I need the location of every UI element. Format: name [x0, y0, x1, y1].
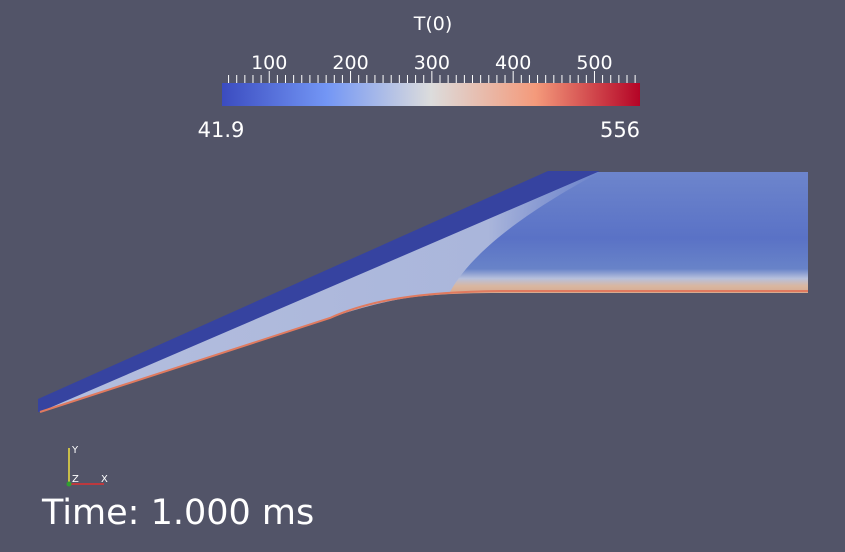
z-axis-label: Z: [72, 474, 79, 485]
colorbar-tick-label: 200: [332, 52, 368, 74]
core-flow-region: [40, 172, 600, 412]
colorbar-tick-label: 500: [576, 52, 612, 74]
colorbar-max-label: 556: [600, 118, 640, 142]
colorbar-tick-label: 400: [495, 52, 531, 74]
colorbar-tick-label: 100: [251, 52, 287, 74]
colorbar-min-label: 41.9: [198, 118, 245, 142]
time-annotation: Time: 1.000 ms: [41, 493, 314, 533]
colorbar-gradient: [222, 83, 640, 106]
upper-cold-layer: [38, 171, 600, 412]
colorbar-tick-label: 300: [414, 52, 450, 74]
colorbar: T(0) 100 200 300 400 500 41.9 556: [198, 13, 640, 142]
y-axis-label: Y: [71, 445, 79, 456]
z-axis-dot: [66, 481, 72, 487]
x-axis-label: X: [101, 474, 108, 485]
hot-wall-line: [39, 290, 808, 413]
temperature-field: [38, 171, 808, 413]
axes-triad: Y Z X: [66, 445, 108, 487]
colorbar-major-labels: 100 200 300 400 500: [251, 52, 612, 74]
colorbar-ticks: [228, 71, 636, 83]
colorbar-title: T(0): [413, 13, 453, 35]
